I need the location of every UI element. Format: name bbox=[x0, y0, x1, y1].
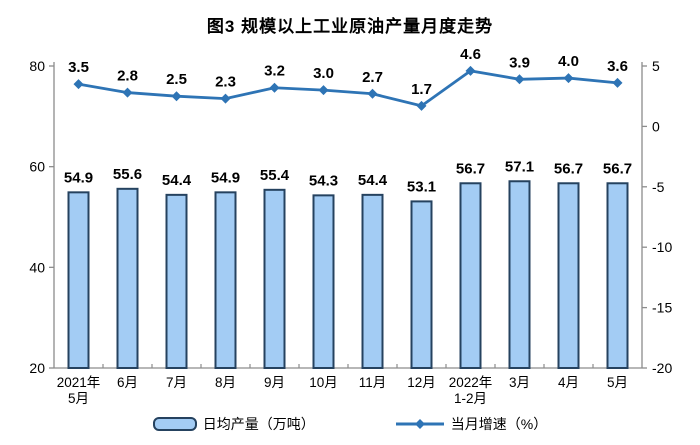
growth-line bbox=[78, 69, 618, 108]
line-value-label: 2.3 bbox=[215, 74, 236, 91]
line-value-label: 4.0 bbox=[558, 53, 579, 70]
bar bbox=[214, 191, 237, 369]
line-value-label: 2.7 bbox=[362, 69, 383, 86]
line-marker-icon bbox=[73, 79, 84, 90]
left-axis-tick-label: 20 bbox=[29, 360, 45, 376]
line-marker-icon bbox=[465, 65, 476, 76]
bar-value-label: 54.9 bbox=[64, 169, 93, 186]
right-axis-tick-label: 5 bbox=[652, 58, 660, 74]
line-value-label: 3.5 bbox=[68, 59, 89, 76]
line-marker-icon bbox=[514, 74, 525, 85]
line-marker-icon bbox=[220, 93, 231, 104]
bar bbox=[410, 200, 433, 369]
line-value-label: 4.6 bbox=[460, 46, 481, 63]
bar bbox=[312, 194, 335, 369]
bar-value-label: 54.4 bbox=[358, 172, 388, 189]
line-marker-icon bbox=[171, 91, 182, 102]
bar-value-label: 53.1 bbox=[407, 178, 436, 195]
bar-value-label: 57.1 bbox=[505, 158, 534, 175]
chart-legend: 日均产量（万吨） 当月增速（%） bbox=[0, 411, 700, 437]
line-marker-icon bbox=[122, 87, 133, 98]
bar-series-swatch-icon bbox=[152, 417, 197, 431]
line-marker-icon bbox=[563, 73, 574, 84]
line-value-label: 3.2 bbox=[264, 63, 285, 80]
x-axis-category-label: 5月 bbox=[68, 391, 89, 406]
line-value-label: 2.8 bbox=[117, 68, 138, 85]
right-axis-tick-label: 0 bbox=[652, 118, 660, 134]
chart-title: 图3 规模以上工业原油产量月度走势 bbox=[206, 17, 494, 36]
bar-value-label: 54.3 bbox=[309, 172, 338, 189]
x-axis-category-label: 10月 bbox=[309, 375, 338, 390]
bar-value-label: 56.7 bbox=[456, 160, 485, 177]
legend-item-growth-rate: 当月增速（%） bbox=[395, 414, 547, 434]
right-axis-tick-label: -10 bbox=[652, 239, 672, 255]
x-axis-category-label: 6月 bbox=[117, 375, 138, 390]
bar bbox=[557, 182, 580, 369]
bar bbox=[165, 193, 188, 369]
right-axis-tick-label: -15 bbox=[652, 300, 672, 316]
x-axis-category-label: 4月 bbox=[558, 375, 579, 390]
bar-value-label: 56.7 bbox=[603, 160, 632, 177]
bar-value-label: 56.7 bbox=[554, 160, 583, 177]
bar bbox=[606, 182, 629, 369]
left-axis-tick-label: 40 bbox=[29, 259, 45, 275]
x-axis-category-label: 12月 bbox=[407, 375, 436, 390]
line-value-label: 2.5 bbox=[166, 71, 187, 88]
x-axis-category-label: 11月 bbox=[359, 375, 387, 390]
line-value-label: 3.0 bbox=[313, 65, 334, 82]
line-marker-icon bbox=[367, 88, 378, 99]
bar-value-label: 54.4 bbox=[162, 172, 192, 189]
line-value-label: 3.6 bbox=[607, 58, 628, 75]
line-value-label: 3.9 bbox=[509, 54, 530, 71]
bar bbox=[508, 180, 531, 369]
x-axis-category-label: 1-2月 bbox=[454, 391, 487, 406]
x-axis-category-label: 3月 bbox=[509, 375, 530, 390]
bar bbox=[263, 188, 286, 369]
left-axis-tick-label: 60 bbox=[29, 159, 45, 175]
line-marker-icon bbox=[612, 77, 623, 88]
bar bbox=[116, 187, 139, 369]
legend-label-growth-rate: 当月增速（%） bbox=[450, 416, 548, 432]
right-axis-tick-label: -20 bbox=[652, 360, 672, 376]
line-value-label: 1.7 bbox=[411, 81, 432, 98]
bar-value-label: 54.9 bbox=[211, 169, 240, 186]
x-axis-category-label: 8月 bbox=[215, 375, 236, 390]
bar bbox=[361, 193, 384, 369]
bar bbox=[459, 182, 482, 369]
left-axis-tick-label: 80 bbox=[29, 58, 45, 74]
legend-label-daily-output: 日均产量（万吨） bbox=[202, 416, 315, 432]
bar-value-label: 55.6 bbox=[113, 166, 142, 183]
legend-item-daily-output: 日均产量（万吨） bbox=[152, 414, 315, 434]
x-axis-category-label: 7月 bbox=[166, 375, 187, 390]
x-axis-category-label: 5月 bbox=[607, 375, 628, 390]
line-marker-icon bbox=[416, 100, 427, 111]
x-axis-category-label: 2022年 bbox=[449, 375, 493, 390]
line-series-swatch-icon bbox=[395, 419, 444, 429]
bar-value-label: 55.4 bbox=[260, 167, 290, 184]
line-marker-icon bbox=[318, 85, 329, 96]
bar bbox=[67, 191, 90, 369]
x-axis-category-label: 9月 bbox=[264, 375, 285, 390]
line-marker-icon bbox=[269, 82, 280, 93]
x-axis-category-label: 2021年 bbox=[57, 375, 101, 390]
right-axis-tick-label: -5 bbox=[652, 179, 665, 195]
